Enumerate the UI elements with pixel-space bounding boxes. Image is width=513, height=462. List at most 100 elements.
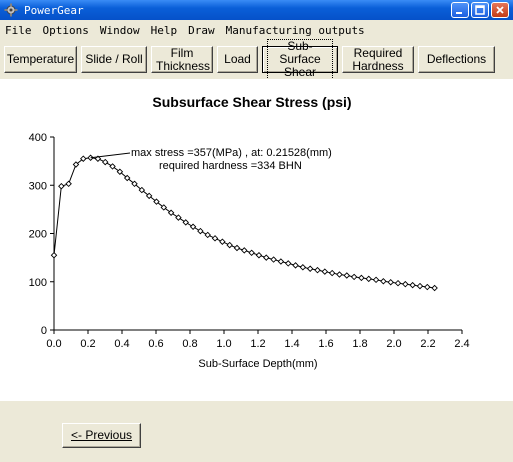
x-tick-label: 2.0 — [386, 338, 401, 350]
data-point — [241, 247, 248, 254]
shear-stress-chart: Subsurface Shear Stress (psi) 0.0 0.2 0.4 0… — [29, 94, 470, 370]
data-point — [372, 276, 380, 284]
max-stress-annotation: max stress =357(MPa) , at: 0.21528(mm)re… — [90, 147, 332, 172]
data-point — [431, 284, 438, 292]
x-tick-label: 2.4 — [454, 338, 469, 350]
x-tick-label: 2.2 — [420, 338, 435, 350]
data-point — [138, 186, 146, 194]
x-tick-label: 1.8 — [352, 338, 367, 350]
y-tick-label: 200 — [29, 229, 47, 241]
tab-slide-roll-label: Slide / Roll — [85, 52, 143, 66]
data-point — [306, 265, 314, 272]
x-axis-label: Sub-Surface Depth(mm) — [198, 358, 317, 370]
y-tick-label: 0 — [41, 325, 47, 337]
title-bar: PowerGear — [0, 0, 513, 20]
tab-sub-surface-shear-label: Sub-Surface Shear — [267, 39, 333, 80]
data-point — [58, 182, 65, 190]
close-button[interactable] — [491, 2, 509, 18]
data-point — [50, 251, 58, 259]
data-point — [72, 161, 80, 168]
data-point — [65, 180, 72, 188]
tab-film-thickness[interactable]: Film Thickness — [151, 46, 213, 73]
tab-required-hardness-label: Required Hardness — [352, 45, 404, 73]
tab-slide-roll[interactable]: Slide / Roll — [81, 46, 147, 73]
data-point — [189, 223, 197, 230]
y-tick-label: 400 — [29, 132, 47, 144]
menu-file[interactable]: File — [5, 23, 32, 37]
data-point — [321, 268, 329, 275]
window-title: PowerGear — [24, 3, 84, 17]
data-point — [328, 269, 336, 277]
data-point — [175, 214, 182, 221]
menu-manufacturing-outputs[interactable]: Manufacturing outputs — [225, 23, 365, 37]
axes: 0.0 0.2 0.4 0.6 0.8 1.0 1.2 1.4 1.6 1.8 2.0 2.2 2.4 0… — [29, 132, 470, 350]
data-point — [219, 238, 226, 245]
data-point — [277, 258, 285, 265]
data-point — [394, 279, 402, 287]
data-point — [424, 283, 431, 291]
data-point — [358, 274, 365, 282]
x-tick-label: 1.2 — [250, 338, 265, 350]
data-point — [80, 155, 87, 162]
data-point — [109, 163, 116, 170]
data-point — [233, 244, 241, 252]
data-point — [182, 219, 189, 226]
data-point — [226, 241, 233, 249]
maximize-button[interactable] — [471, 2, 489, 18]
series-shear-stress — [50, 154, 438, 292]
tab-deflections[interactable]: Deflections — [418, 46, 495, 73]
x-tick-label: 1.0 — [216, 338, 231, 350]
data-point — [131, 180, 138, 188]
data-point — [387, 278, 394, 286]
x-tick-label: 1.4 — [284, 338, 299, 350]
tab-temperature-label: Temperature — [6, 52, 75, 66]
tab-required-hardness[interactable]: Required Hardness — [342, 46, 414, 73]
menu-draw[interactable]: Draw — [188, 23, 215, 37]
tab-load[interactable]: Load — [217, 46, 258, 73]
data-point — [204, 231, 211, 239]
data-point — [409, 281, 416, 289]
tab-deflections-label: Deflections — [426, 52, 487, 66]
data-point — [211, 235, 219, 242]
data-point — [153, 198, 160, 205]
x-tick-label: 0.8 — [182, 338, 197, 350]
data-point — [292, 262, 299, 269]
data-point — [350, 273, 358, 281]
menu-bar: File Options Window Help Draw Manufactur… — [0, 20, 513, 40]
tab-load-label: Load — [224, 52, 251, 66]
data-point — [314, 266, 321, 274]
data-point — [416, 282, 424, 290]
data-point — [145, 192, 153, 200]
previous-button[interactable]: <- Previous — [62, 423, 141, 448]
data-point — [284, 260, 292, 267]
tab-sub-surface-shear[interactable]: Sub-Surface Shear — [262, 39, 338, 80]
menu-window[interactable]: Window — [99, 23, 140, 37]
x-tick-label: 1.6 — [318, 338, 333, 350]
previous-button-label: <- Previous — [70, 428, 133, 442]
data-point — [402, 280, 409, 288]
y-tick-label: 100 — [29, 277, 47, 289]
chart-title: Subsurface Shear Stress (psi) — [152, 94, 351, 110]
tab-temperature[interactable]: Temperature — [4, 46, 77, 73]
data-point — [336, 271, 343, 278]
chart-panel: Subsurface Shear Stress (psi) 0.0 0.2 0.4 0… — [0, 79, 513, 401]
data-point — [255, 251, 263, 259]
data-point — [197, 227, 204, 235]
data-point — [365, 275, 372, 283]
y-tick-label: 300 — [29, 180, 47, 192]
data-point — [160, 204, 168, 211]
x-tick-label: 0.6 — [148, 338, 163, 350]
menu-options[interactable]: Options — [42, 23, 89, 37]
data-point — [102, 158, 109, 166]
tab-film-thickness-label: Film Thickness — [156, 45, 211, 73]
menu-help[interactable]: Help — [150, 23, 178, 37]
data-point — [167, 209, 175, 216]
data-point — [116, 168, 124, 175]
data-point — [270, 256, 277, 263]
required-hardness-text: required hardness =334 BHN — [159, 160, 302, 172]
x-tick-label: 0.4 — [114, 338, 129, 350]
data-point — [343, 272, 351, 279]
annotation-leader-line — [90, 152, 131, 159]
gear-icon — [4, 3, 18, 17]
minimize-button[interactable] — [451, 2, 469, 18]
